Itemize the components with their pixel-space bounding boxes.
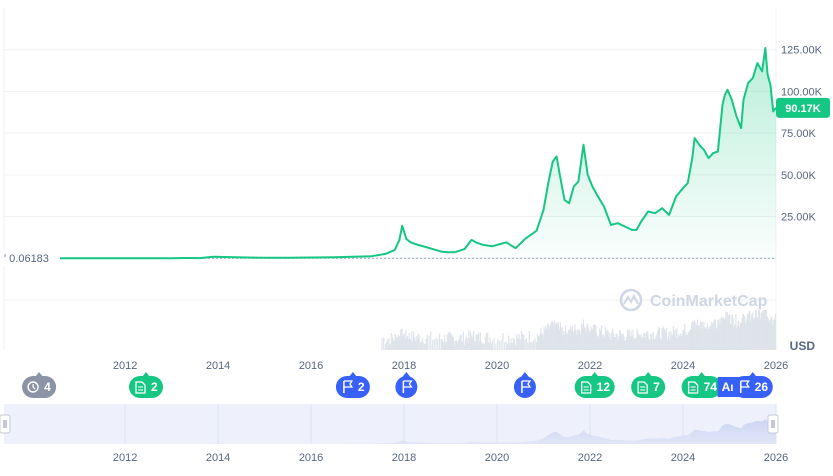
news-marker-2022-pointer xyxy=(590,372,599,377)
event-marker-2020-pointer xyxy=(520,372,529,377)
event-marker-2017[interactable]: 2 xyxy=(335,372,370,398)
history-marker[interactable]: 4 xyxy=(22,372,57,398)
document-icon xyxy=(135,381,146,394)
navigator-x-tick-label: 2022 xyxy=(578,452,602,464)
event-marker-2020[interactable] xyxy=(513,372,536,398)
x-tick-label: 2024 xyxy=(671,360,695,372)
news-marker-2023-count: 7 xyxy=(653,380,660,394)
start-price-prefix: ' xyxy=(4,253,9,265)
event-marker-2025-count: 26 xyxy=(755,380,769,394)
news-marker-2012-bg xyxy=(129,376,164,398)
event-marker-2018[interactable] xyxy=(395,372,418,398)
x-tick-label: 2022 xyxy=(578,360,602,372)
volume-bars xyxy=(381,310,777,350)
start-price-label: ' 0.06183 xyxy=(4,253,49,265)
current-price-badge: 90.17K xyxy=(776,97,830,118)
event-marker-2025-pointer xyxy=(748,372,757,377)
event-marker-2017-count: 2 xyxy=(358,380,365,394)
flag-icon xyxy=(740,380,750,393)
navigator-x-axis: 2012 2014 2016 2018 2020 2022 2024 2026 xyxy=(113,452,788,464)
flag-icon xyxy=(402,380,413,393)
navigator-track[interactable] xyxy=(4,404,776,444)
x-axis: 2012 2014 2016 2018 2020 2022 2024 2026 xyxy=(113,360,788,372)
event-marker-2017-bg xyxy=(335,376,370,398)
event-markers: 42212774Ana26 xyxy=(22,372,773,398)
flag-icon xyxy=(343,380,354,393)
price-line[interactable] xyxy=(60,47,777,260)
news-marker-2023[interactable]: 7 xyxy=(631,372,666,398)
x-tick-label: 2020 xyxy=(485,360,509,372)
navigator-x-tick-label: 2026 xyxy=(764,452,788,464)
news-marker-2022[interactable]: 12 xyxy=(574,372,615,398)
y-tick-label: 25.00K xyxy=(781,212,817,224)
news-marker-2012-pointer xyxy=(142,372,151,377)
y-tick-label: 75.00K xyxy=(781,128,817,140)
news-marker-2022-count: 12 xyxy=(597,380,611,394)
navigator-handle-right[interactable] xyxy=(767,414,779,434)
y-axis: 25.00K 50.00K 75.00K 100.00K 125.00K xyxy=(781,45,823,224)
x-tick-label: 2014 xyxy=(206,360,230,372)
watermark: CoinMarketCap xyxy=(619,288,768,312)
y-tick-label: 125.00K xyxy=(781,45,823,57)
watermark-text: CoinMarketCap xyxy=(650,293,768,310)
news-marker-2024-count: 74 xyxy=(704,380,718,394)
navigator-handle-left[interactable] xyxy=(0,414,11,434)
start-price-label-bg xyxy=(2,250,58,266)
news-marker-2012[interactable]: 2 xyxy=(129,372,164,398)
y-tick-label: 100.00K xyxy=(781,86,823,98)
event-marker-2025[interactable]: 26 xyxy=(732,372,773,398)
flag-icon xyxy=(521,380,532,393)
y-tick-label: 50.00K xyxy=(781,170,817,182)
navigator-x-tick-label: 2020 xyxy=(485,452,509,464)
history-marker-count: 4 xyxy=(44,380,51,394)
navigator-x-tick-label: 2016 xyxy=(299,452,323,464)
news-marker-2023-pointer xyxy=(644,372,653,377)
document-icon xyxy=(637,381,648,394)
x-tick-label: 2026 xyxy=(764,360,788,372)
document-icon xyxy=(581,381,592,394)
news-marker-2023-bg xyxy=(631,376,666,398)
navigator-x-tick-label: 2012 xyxy=(113,452,137,464)
range-navigator[interactable] xyxy=(0,404,779,444)
x-tick-label: 2018 xyxy=(392,360,416,372)
current-price-label: 90.17K xyxy=(785,103,821,115)
history-icon xyxy=(27,381,39,393)
navigator-x-tick-label: 2014 xyxy=(206,452,230,464)
navigator-area xyxy=(60,418,776,444)
x-tick-label: 2016 xyxy=(299,360,323,372)
event-marker-2017-pointer xyxy=(348,372,357,377)
navigator-x-tick-label: 2018 xyxy=(392,452,416,464)
news-marker-2024[interactable]: 74 xyxy=(681,372,722,398)
navigator-x-tick-label: 2024 xyxy=(671,452,695,464)
grid-lines xyxy=(4,49,776,301)
coinmarketcap-logo-icon xyxy=(619,288,643,312)
event-marker-2018-pointer xyxy=(402,372,411,377)
history-marker-pointer xyxy=(35,372,44,377)
document-icon xyxy=(687,381,699,394)
currency-label: USD xyxy=(790,339,816,353)
news-marker-2012-count: 2 xyxy=(151,380,158,394)
start-price-value: 0.06183 xyxy=(9,253,49,265)
price-area xyxy=(60,48,776,259)
x-tick-label: 2012 xyxy=(113,360,137,372)
news-marker-2024-pointer xyxy=(697,372,706,377)
history-marker-bg xyxy=(22,376,57,398)
